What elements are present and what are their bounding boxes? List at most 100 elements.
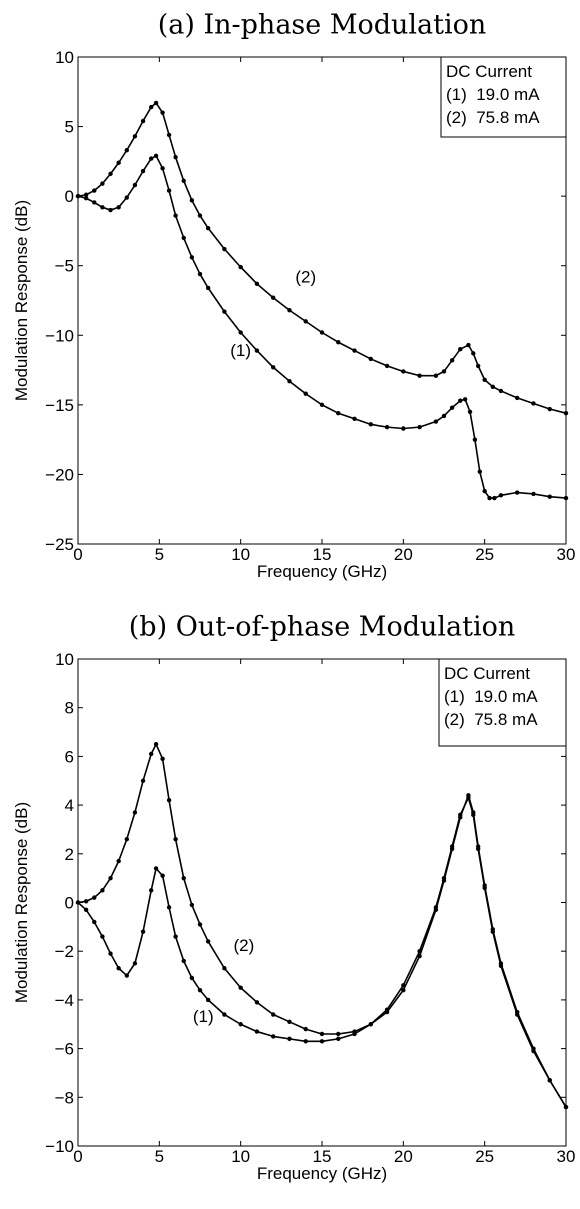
y-tick-label: 2 bbox=[65, 845, 74, 864]
series-1-point bbox=[197, 271, 203, 277]
series-1-point bbox=[116, 966, 121, 971]
legend: DC Current (1) 19.0 mA (2) 75.8 mA bbox=[440, 56, 567, 138]
series-1-point bbox=[462, 397, 468, 402]
series-2-point bbox=[336, 340, 341, 345]
series-1-point bbox=[181, 235, 186, 241]
series-2-point bbox=[116, 858, 121, 864]
series-2-point bbox=[368, 1022, 373, 1027]
y-tick-label: −5 bbox=[55, 257, 74, 276]
series-1-point bbox=[108, 951, 113, 956]
series-1-point bbox=[433, 419, 439, 424]
legend-title: DC Current bbox=[444, 664, 530, 683]
series-1-point bbox=[547, 494, 552, 499]
series-1-point bbox=[238, 1022, 243, 1027]
series-1-point bbox=[222, 1012, 227, 1017]
series-2-point bbox=[368, 356, 373, 362]
series-1-point bbox=[336, 411, 341, 416]
series-2-point bbox=[271, 295, 276, 300]
series-1-point bbox=[467, 409, 473, 415]
series-1-point bbox=[563, 495, 569, 501]
series-2-point bbox=[173, 154, 178, 160]
x-tick-label: 15 bbox=[313, 1147, 332, 1166]
series-2-point bbox=[160, 110, 165, 115]
x-tick-label: 20 bbox=[394, 545, 413, 564]
series-2-point bbox=[449, 846, 455, 852]
series-1-point bbox=[116, 205, 121, 210]
series-1-point bbox=[160, 873, 165, 878]
legend-box bbox=[438, 658, 567, 747]
series-1-point bbox=[531, 491, 536, 497]
series-2-point bbox=[153, 100, 159, 106]
series-1-point bbox=[492, 495, 497, 501]
legend-entry: (1) 19.0 mA bbox=[446, 85, 540, 104]
series-2-point bbox=[531, 1046, 536, 1051]
series-1-point bbox=[205, 997, 211, 1003]
series-2-point bbox=[471, 351, 476, 356]
y-tick-label: −6 bbox=[55, 1040, 74, 1059]
series-2-point bbox=[271, 1012, 276, 1017]
series-2-point bbox=[490, 927, 495, 932]
series-2-point bbox=[238, 264, 243, 270]
series-2-point bbox=[197, 213, 203, 218]
y-axis-label: Modulation Response (dB) bbox=[12, 802, 31, 1003]
series-1-point bbox=[222, 309, 227, 314]
series-2-point bbox=[149, 751, 154, 757]
series-2-point bbox=[466, 793, 471, 798]
series-2-point bbox=[124, 148, 129, 153]
series-1-point bbox=[83, 907, 89, 913]
series-2-point bbox=[140, 778, 146, 783]
series-1-point bbox=[205, 285, 211, 291]
series-1-point bbox=[140, 929, 146, 934]
series-2-point bbox=[132, 134, 138, 139]
series-1-point bbox=[189, 255, 195, 260]
series-2-point bbox=[475, 363, 481, 369]
series-2-point bbox=[563, 1104, 569, 1110]
series-2-point bbox=[75, 193, 81, 199]
x-tick-label: 0 bbox=[73, 1147, 82, 1166]
series-1-point bbox=[181, 958, 186, 964]
x-tick-label: 5 bbox=[155, 545, 164, 564]
y-tick-label: 10 bbox=[55, 650, 74, 669]
curve-annotation: (1) bbox=[193, 1007, 214, 1026]
series-2-point bbox=[100, 888, 105, 893]
series-1-point bbox=[132, 182, 138, 188]
series-1-point bbox=[287, 379, 292, 384]
x-tick-label: 20 bbox=[394, 1147, 413, 1166]
y-tick-label: 5 bbox=[65, 118, 74, 137]
series-2-point bbox=[384, 1009, 390, 1015]
series-1-point bbox=[189, 975, 195, 981]
series-line-2 bbox=[77, 743, 567, 1108]
y-tick-label: 0 bbox=[65, 894, 74, 913]
series-1-point bbox=[303, 391, 308, 396]
x-tick-label: 10 bbox=[231, 1147, 250, 1166]
series-1-point bbox=[173, 213, 178, 218]
series-1-point bbox=[515, 490, 520, 495]
series-1-point bbox=[153, 153, 159, 158]
series-2-point bbox=[189, 902, 195, 908]
y-axis-label: Modulation Response (dB) bbox=[12, 200, 31, 401]
series-1-point bbox=[254, 1029, 260, 1034]
series-2-point bbox=[205, 225, 211, 231]
chart-panel-a: (a) In-phase Modulation 0 5 10 15 20 25 30 −25 −2… bbox=[12, 10, 575, 582]
series-1-point bbox=[271, 1034, 276, 1039]
chart-title: (b) Out-of-phase Modulation bbox=[129, 612, 515, 643]
series-2-point bbox=[515, 1009, 520, 1015]
series-2-point bbox=[149, 104, 154, 110]
series-2-point bbox=[108, 171, 113, 177]
x-tick-label: 25 bbox=[475, 1147, 494, 1166]
series-2-point bbox=[401, 987, 406, 993]
series-line-1 bbox=[77, 796, 567, 1108]
series-1-point bbox=[287, 1036, 292, 1042]
series-1-point bbox=[153, 866, 159, 871]
series-2-point bbox=[498, 388, 504, 394]
series-2-point bbox=[92, 188, 97, 193]
series-2-point bbox=[441, 878, 447, 883]
series-2-point bbox=[515, 395, 520, 401]
curve-annotation: (2) bbox=[295, 267, 316, 286]
x-tick-label: 30 bbox=[557, 545, 576, 564]
series-2-point bbox=[384, 363, 390, 369]
y-tick-label: −20 bbox=[45, 465, 74, 484]
series-2-point bbox=[547, 406, 552, 412]
legend-title: DC Current bbox=[446, 62, 532, 81]
